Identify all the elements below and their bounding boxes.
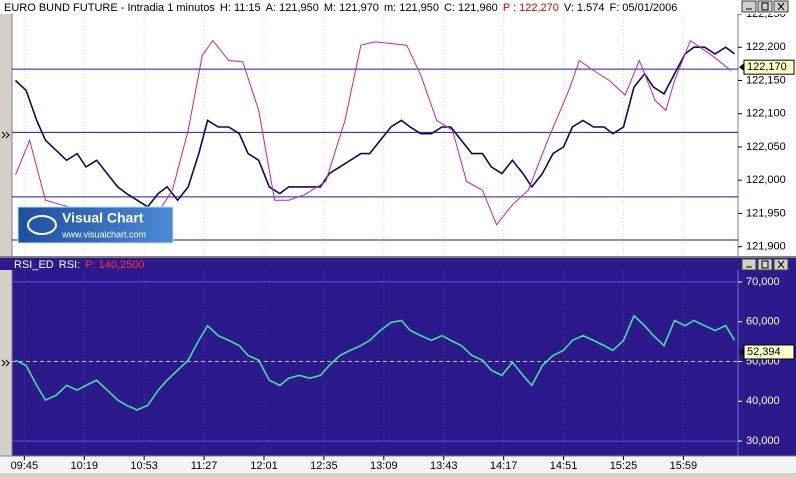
y-axis-area <box>738 14 796 256</box>
time-axis <box>0 456 796 473</box>
header-item: M: 121,970 <box>324 2 379 14</box>
series-line <box>15 314 736 411</box>
watermark-title: Visual Chart <box>62 210 144 226</box>
window-button-icon <box>761 2 769 11</box>
left-strip <box>0 14 12 256</box>
header-item: H: 11:15 <box>220 2 261 14</box>
last-value-pointer <box>739 347 744 356</box>
last-value-label: 52,394 <box>747 346 781 358</box>
x-tick-label: 11:27 <box>191 460 218 472</box>
watermark-logo <box>27 215 57 235</box>
window-button[interactable] <box>757 0 773 13</box>
x-tick-label: 13:43 <box>430 460 458 472</box>
watermark-box <box>17 206 174 244</box>
plot-series <box>15 314 736 411</box>
x-tick-label: 15:25 <box>610 460 638 472</box>
window-button-icon <box>761 260 769 269</box>
header-item: RSI: <box>59 259 80 271</box>
header-item: P: 140,2500 <box>85 259 144 271</box>
header-item: F: 05/01/2006 <box>609 2 677 14</box>
y-tick-label: 121,900 <box>746 241 786 253</box>
splitter-marker <box>1 359 10 367</box>
y-tick-label: 122,000 <box>746 174 786 186</box>
last-value-label: 122,170 <box>747 61 787 73</box>
header-item: RSI_ED <box>14 259 54 271</box>
y-tick-label: 40,000 <box>746 395 780 407</box>
y-tick-label: 122,100 <box>746 108 786 120</box>
y-tick-label: 60,000 <box>746 316 780 328</box>
left-strip <box>0 270 12 456</box>
y-axis-area <box>738 270 796 456</box>
x-tick-label: 09:45 <box>11 460 39 472</box>
header-item: m: 121,950 <box>384 2 439 14</box>
x-tick-label: 14:51 <box>550 460 578 472</box>
x-tick-label: 14:17 <box>490 460 518 472</box>
header-item: A: 121,950 <box>266 2 319 14</box>
header-item: C: 121,960 <box>444 2 498 14</box>
header-item: EURO BUND FUTURE - Intradia 1 minutos <box>4 2 215 14</box>
x-tick-label: 13:09 <box>370 460 398 472</box>
series-line <box>14 46 735 208</box>
watermark-url: www.visualchart.com <box>61 229 146 239</box>
x-tick-label: 12:35 <box>310 460 338 472</box>
panel-separator <box>0 256 796 258</box>
panel-header <box>0 0 796 14</box>
plot-area <box>12 270 738 456</box>
header-item: P : 122,270 <box>503 2 559 14</box>
y-tick-label: 122,050 <box>746 141 786 153</box>
window-button[interactable] <box>741 258 757 271</box>
y-tick-label: 121,950 <box>746 207 786 219</box>
last-value-pointer <box>739 63 744 72</box>
x-tick-label: 15:59 <box>670 460 698 472</box>
y-tick-label: 122,200 <box>746 41 786 53</box>
panel-header <box>0 258 796 270</box>
x-tick-label: 10:53 <box>130 460 158 472</box>
x-tick-label: 10:19 <box>70 460 98 472</box>
window-button-icon <box>777 2 785 11</box>
splitter-marker <box>1 131 10 139</box>
window-button-icon <box>777 260 785 269</box>
window-button[interactable] <box>741 0 757 13</box>
x-tick-label: 12:01 <box>250 460 278 472</box>
y-tick-label: 30,000 <box>746 435 780 447</box>
y-tick-label: 122,150 <box>746 74 786 86</box>
window-button[interactable] <box>757 258 773 271</box>
header-item: V: 1.574 <box>564 2 605 14</box>
y-tick-label: 70,000 <box>746 276 780 288</box>
